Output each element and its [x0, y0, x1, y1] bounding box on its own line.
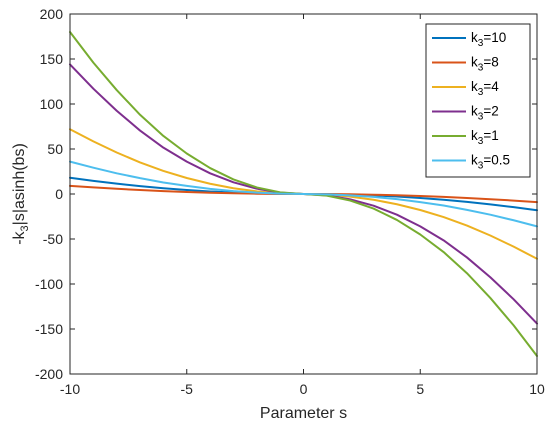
legend-entry-label: k3=8	[471, 55, 499, 74]
y-tick-label: -200	[35, 366, 63, 382]
y-tick-label: 100	[40, 96, 64, 112]
y-label-part: -k	[11, 230, 28, 244]
y-axis-label: -k3|s|asinh(bs)	[11, 143, 31, 245]
x-tick-label: -5	[181, 381, 194, 397]
y-tick-label: 150	[40, 51, 64, 67]
y-label-subscript: 3	[19, 225, 31, 231]
y-tick-label: 0	[55, 186, 63, 202]
series-layer	[69, 31, 538, 357]
y-tick-label: 50	[47, 141, 63, 157]
y-tick-label: -50	[43, 231, 63, 247]
legend-entry-label: k3=1	[471, 128, 499, 147]
x-tick-label: 0	[300, 381, 308, 397]
x-tick-label: 10	[529, 381, 545, 397]
legend-entry-label: k3=2	[471, 104, 499, 123]
y-tick-label: -100	[35, 276, 63, 292]
y-tick-label: -150	[35, 321, 63, 337]
x-tick-label: 5	[416, 381, 424, 397]
x-axis-label: Parameter s	[260, 405, 347, 422]
legend-entry-label: k3=4	[471, 79, 499, 98]
legend: k3=10 k3=8 k3=4 k3=2 k3=1 k3=0.5	[425, 23, 531, 178]
y-tick-label: 200	[40, 6, 64, 22]
x-tick-label: -10	[60, 381, 80, 397]
legend-entry-label: k3=10	[471, 30, 506, 49]
y-label-part: |s|asinh(bs)	[11, 143, 28, 225]
legend-entry-label: k3=0.5	[471, 153, 510, 172]
legend-box	[425, 23, 531, 178]
series-line-5	[69, 160, 538, 228]
